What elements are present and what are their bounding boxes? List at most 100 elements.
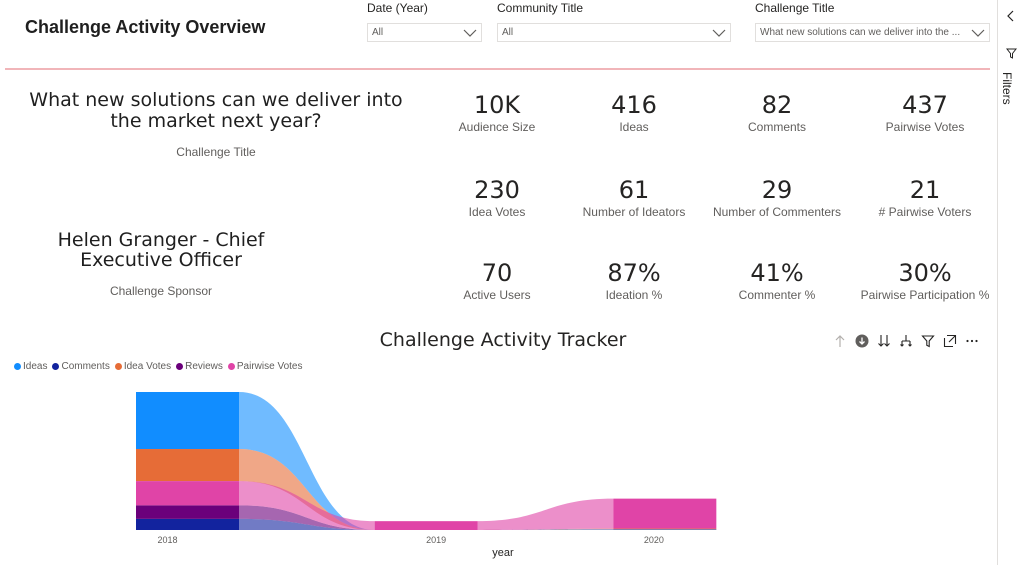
challenge-title-caption: Challenge Title — [176, 145, 256, 159]
community-title-slicer: Community Title All — [497, 0, 731, 42]
date-year-value: All — [372, 27, 384, 38]
chevron-left-icon[interactable] — [1006, 10, 1016, 22]
date-year-slicer-label: Date (Year) — [367, 1, 428, 15]
kpi-value: 437 — [902, 91, 948, 119]
kpi-value: 10K — [473, 91, 521, 119]
legend-marker — [14, 363, 21, 370]
filters-pane-label[interactable]: Filters — [1000, 72, 1014, 105]
bar-segment-comments-2018[interactable] — [136, 518, 239, 530]
ribbon-idea-votes-2018-2019[interactable] — [239, 449, 375, 530]
kpi-label: Active Users — [463, 288, 531, 302]
kpi-value: 230 — [474, 176, 520, 204]
bar-segment-idea-votes-2020[interactable] — [613, 528, 717, 530]
kpi-label: Ideation % — [605, 288, 663, 302]
more-options-icon[interactable] — [964, 333, 980, 349]
challenge-title-slicer-label: Challenge Title — [755, 1, 835, 15]
challenge-title-slicer: Challenge Title What new solutions can w… — [755, 0, 990, 42]
kpi-number-of-commenters: 29 Number of Commenters — [702, 176, 852, 219]
kpi-active-users: 70 Active Users — [422, 259, 572, 302]
kpi-label: Idea Votes — [468, 205, 526, 219]
x-tick-label: 2019 — [426, 535, 446, 545]
kpi-value: 61 — [618, 176, 650, 204]
bar-segment-idea-votes-2018[interactable] — [136, 449, 239, 482]
visual-toolbar — [832, 333, 980, 349]
kpi-value: 87% — [607, 259, 661, 287]
filter-icon — [1006, 48, 1017, 59]
ribbon-reviews-2018-2019[interactable] — [239, 505, 375, 530]
x-axis-title: year — [492, 547, 514, 559]
drill-down-icon[interactable] — [854, 333, 870, 349]
legend-item-comments[interactable]: Comments — [52, 361, 110, 372]
legend-marker — [176, 363, 184, 370]
expand-hierarchy-icon[interactable] — [898, 333, 914, 349]
header-divider — [5, 68, 990, 70]
kpi-value: 70 — [481, 259, 513, 287]
expand-all-down-icon[interactable] — [876, 333, 892, 349]
community-title-value: All — [502, 27, 514, 38]
legend-label: Idea Votes — [123, 361, 172, 372]
legend-item-pairwise-votes[interactable]: Pairwise Votes — [227, 361, 303, 372]
kpi-label: # Pairwise Voters — [878, 205, 972, 219]
kpi-commenter-percent: 41% Commenter % — [702, 259, 852, 302]
bar-segment-pairwise-votes-2019[interactable] — [374, 521, 478, 530]
bar-segment-pairwise-votes-2018[interactable] — [136, 481, 239, 506]
date-year-dropdown[interactable]: All — [367, 23, 482, 42]
legend-label: Reviews — [185, 361, 223, 372]
challenge-title-dropdown[interactable]: What new solutions can we deliver into t… — [755, 23, 990, 42]
ribbon-ideas-2018-2019[interactable] — [239, 392, 375, 530]
legend-item-reviews[interactable]: Reviews — [176, 361, 223, 372]
drill-up-icon[interactable] — [832, 333, 848, 349]
challenge-sponsor-card: Helen Granger - Chief Executive Officer — [57, 229, 265, 271]
bar-segment-reviews-2018[interactable] — [136, 505, 239, 519]
legend-marker — [52, 363, 60, 370]
legend-marker — [227, 363, 235, 370]
kpi-label: Pairwise Votes — [885, 120, 965, 134]
challenge-sponsor-caption: Challenge Sponsor — [109, 284, 213, 298]
filters-pane[interactable]: Filters — [997, 0, 1024, 565]
kpi-label: Number of Commenters — [712, 205, 842, 219]
x-tick-label: 2020 — [644, 535, 664, 545]
bar-segment-pairwise-votes-2020[interactable] — [613, 498, 717, 529]
kpi-value: 416 — [611, 91, 657, 119]
ribbon-pairwise-votes-2019-2020[interactable] — [477, 498, 614, 530]
kpi-label: Number of Ideators — [582, 205, 686, 219]
community-title-dropdown[interactable]: All — [497, 23, 731, 42]
legend-item-idea-votes[interactable]: Idea Votes — [114, 361, 172, 372]
kpi-ideas: 416 Ideas — [559, 91, 709, 134]
chevron-down-icon — [971, 29, 985, 37]
legend-label: Comments — [61, 361, 110, 372]
ribbon-pairwise-votes-2018-2019[interactable] — [239, 481, 375, 530]
chevron-down-icon — [712, 29, 726, 37]
legend-item-ideas[interactable]: Ideas — [14, 361, 47, 372]
ribbon-idea-votes-2019-2020[interactable] — [477, 528, 614, 530]
bar-segment-ideas-2018[interactable] — [136, 392, 239, 450]
kpi-value: 21 — [909, 176, 941, 204]
kpi-value: 30% — [898, 259, 952, 287]
legend-marker — [114, 363, 122, 370]
chart-legend: Ideas Comments Idea Votes Reviews Pairwise V… — [14, 361, 302, 372]
kpi-ideation-percent: 87% Ideation % — [559, 259, 709, 302]
kpi-label: Ideas — [619, 120, 649, 134]
legend-label: Ideas — [23, 361, 48, 372]
challenge-activity-ribbon-chart[interactable]: 2018 2019 2020 year — [0, 380, 997, 565]
legend-label: Pairwise Votes — [236, 361, 303, 372]
kpi-label: Pairwise Participation % — [860, 288, 990, 302]
kpi-pairwise-votes: 437 Pairwise Votes — [850, 91, 1000, 134]
kpi-label: Audience Size — [458, 120, 536, 134]
kpi-value: 82 — [761, 91, 793, 119]
page-title: Challenge Activity Overview — [25, 17, 266, 37]
ribbon-comments-2019-2020[interactable] — [477, 529, 614, 530]
kpi-comments: 82 Comments — [702, 91, 852, 134]
challenge-title-card: What new solutions can we deliver into t… — [29, 89, 403, 132]
kpi-value: 29 — [761, 176, 793, 204]
kpi-label: Commenter % — [738, 288, 816, 302]
kpi-pairwise-participation-percent: 30% Pairwise Participation % — [850, 259, 1000, 302]
chevron-down-icon — [463, 29, 477, 37]
kpi-number-of-ideators: 61 Number of Ideators — [559, 176, 709, 219]
x-tick-label: 2018 — [157, 535, 177, 545]
date-year-slicer: Date (Year) All — [367, 0, 482, 42]
focus-mode-icon[interactable] — [942, 333, 958, 349]
kpi-value: 41% — [750, 259, 804, 287]
kpi-audience-size: 10K Audience Size — [422, 91, 572, 134]
filter-icon[interactable] — [920, 333, 936, 349]
